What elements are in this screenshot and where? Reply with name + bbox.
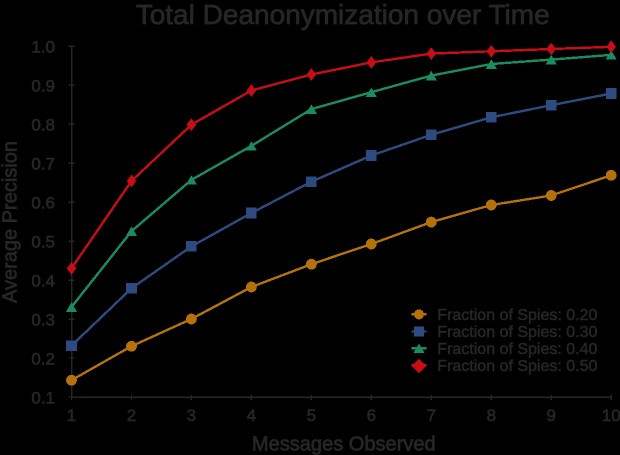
svg-text:Fraction of Spies: 0.30: Fraction of Spies: 0.30	[437, 324, 597, 341]
svg-text:Total Deanonymization over Tim: Total Deanonymization over Time	[136, 0, 550, 30]
svg-text:1.0: 1.0	[31, 38, 55, 57]
svg-text:3: 3	[187, 406, 196, 425]
svg-text:Fraction of Spies: 0.40: Fraction of Spies: 0.40	[437, 341, 597, 358]
svg-text:7: 7	[427, 406, 436, 425]
svg-text:0.7: 0.7	[31, 155, 55, 174]
svg-text:0.3: 0.3	[31, 311, 55, 330]
svg-text:4: 4	[247, 406, 256, 425]
svg-text:10: 10	[602, 406, 620, 425]
svg-text:Fraction of Spies: 0.50: Fraction of Spies: 0.50	[437, 358, 597, 375]
svg-text:1: 1	[67, 406, 76, 425]
svg-text:9: 9	[546, 406, 555, 425]
svg-text:0.6: 0.6	[31, 194, 55, 213]
svg-text:Messages Observed: Messages Observed	[252, 434, 436, 455]
svg-text:Average Precision: Average Precision	[0, 141, 22, 303]
svg-text:8: 8	[487, 406, 496, 425]
svg-text:Fraction of Spies: 0.20: Fraction of Spies: 0.20	[437, 307, 597, 324]
svg-text:0.9: 0.9	[31, 77, 55, 96]
svg-text:0.1: 0.1	[31, 388, 55, 407]
svg-text:0.5: 0.5	[31, 233, 55, 252]
svg-text:2: 2	[127, 406, 136, 425]
svg-text:0.8: 0.8	[31, 116, 55, 135]
svg-text:6: 6	[367, 406, 376, 425]
svg-text:0.2: 0.2	[31, 349, 55, 368]
svg-text:0.4: 0.4	[31, 272, 55, 291]
svg-text:5: 5	[307, 406, 316, 425]
